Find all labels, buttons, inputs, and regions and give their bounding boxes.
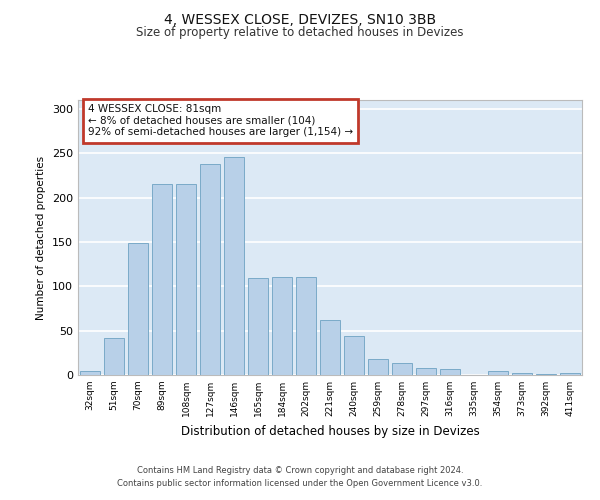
Bar xyxy=(200,164,220,375)
Bar xyxy=(176,184,196,375)
Bar xyxy=(320,320,340,375)
X-axis label: Distribution of detached houses by size in Devizes: Distribution of detached houses by size … xyxy=(181,424,479,438)
Bar xyxy=(128,243,148,375)
Bar xyxy=(224,157,244,375)
Bar xyxy=(416,368,436,375)
Bar xyxy=(296,278,316,375)
Text: 4 WESSEX CLOSE: 81sqm
← 8% of detached houses are smaller (104)
92% of semi-deta: 4 WESSEX CLOSE: 81sqm ← 8% of detached h… xyxy=(88,104,353,138)
Text: 4, WESSEX CLOSE, DEVIZES, SN10 3BB: 4, WESSEX CLOSE, DEVIZES, SN10 3BB xyxy=(164,12,436,26)
Text: Size of property relative to detached houses in Devizes: Size of property relative to detached ho… xyxy=(136,26,464,39)
Bar xyxy=(536,374,556,375)
Bar xyxy=(104,338,124,375)
Bar xyxy=(152,184,172,375)
Bar xyxy=(272,278,292,375)
Bar xyxy=(488,372,508,375)
Bar xyxy=(344,336,364,375)
Bar xyxy=(368,359,388,375)
Bar xyxy=(80,372,100,375)
Y-axis label: Number of detached properties: Number of detached properties xyxy=(37,156,46,320)
Bar xyxy=(512,373,532,375)
Bar xyxy=(560,373,580,375)
Bar xyxy=(248,278,268,375)
Bar xyxy=(440,369,460,375)
Text: Contains HM Land Registry data © Crown copyright and database right 2024.
Contai: Contains HM Land Registry data © Crown c… xyxy=(118,466,482,487)
Bar xyxy=(392,364,412,375)
